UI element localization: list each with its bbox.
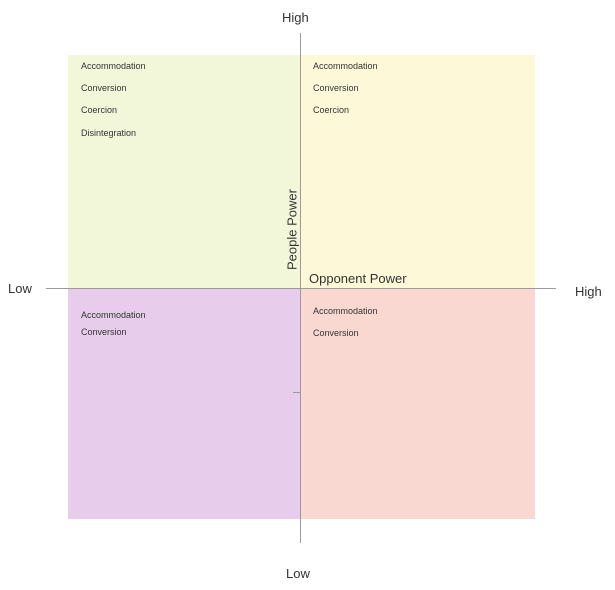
x-axis-title: Opponent Power [309,271,407,286]
x-axis-low-label: Low [8,281,32,296]
quadrant-item: Accommodation [313,61,378,71]
quadrant-item: Disintegration [81,128,137,138]
quadrant-item: Conversion [81,327,127,337]
quadrant-item: Accommodation [81,61,146,71]
quadrant-item: Conversion [81,83,127,93]
y-axis-high-label: High [282,10,309,25]
x-axis-high-label: High [575,284,602,299]
quadrant-bottom-right [300,288,535,519]
quadrant-item: Coercion [313,105,350,115]
quadrant-item: Conversion [313,328,359,338]
quadrant-top-right [300,55,535,288]
y-axis-low-label: Low [286,566,310,581]
quadrant-item: Conversion [313,83,359,93]
quadrant-item: Coercion [81,105,118,115]
quadrant-bottom-left [68,288,300,519]
quadrant-top-left [68,55,300,288]
horizontal-axis [46,288,556,289]
quadrant-item: Accommodation [81,310,146,320]
axis-tick [293,392,300,393]
y-axis-title: People Power [284,189,300,270]
quadrant-item: Accommodation [313,306,378,316]
